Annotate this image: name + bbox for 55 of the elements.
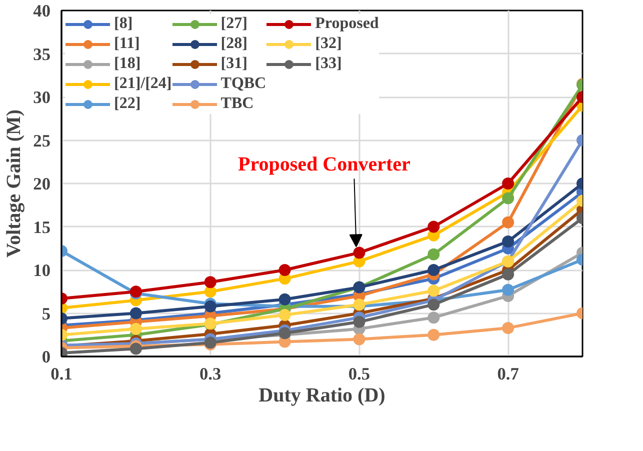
legend-label: [27]: [220, 15, 248, 33]
y-tick-label: 5: [42, 304, 51, 324]
point: [278, 293, 291, 306]
x-tick-label: 0.7: [497, 364, 520, 384]
point: [502, 178, 514, 190]
point: [130, 307, 142, 320]
annotation: Proposed Converter: [238, 154, 411, 176]
point: [353, 316, 366, 328]
point: [278, 264, 291, 276]
legend-label: [32]: [315, 35, 342, 53]
point: [353, 333, 366, 346]
point: [502, 216, 514, 228]
legend-label: [33]: [315, 55, 342, 73]
y-tick-label: 20: [33, 174, 50, 194]
legend-label: Proposed: [315, 15, 379, 33]
y-tick-label: 25: [33, 131, 51, 150]
legend-label: [22]: [114, 95, 141, 113]
y-tick-label: 0: [42, 348, 51, 366]
legend-label: TQBC: [220, 75, 266, 93]
legend-label: TBC: [220, 95, 254, 113]
point: [204, 300, 216, 312]
point: [502, 192, 514, 204]
y-tick-label: 30: [33, 88, 50, 107]
legend-label: [31]: [220, 55, 248, 73]
x-tick-label: 0.1: [50, 364, 72, 384]
x-tick-label: 0.3: [200, 364, 222, 384]
point: [428, 298, 440, 311]
point: [502, 284, 514, 296]
point: [428, 284, 440, 297]
point: [428, 328, 440, 341]
point: [130, 322, 142, 335]
point: [278, 308, 291, 321]
point: [204, 276, 216, 288]
y-axis-title: Voltage Gain (M): [3, 109, 26, 258]
y-tick-label: 35: [33, 44, 51, 64]
x-tick-label: 0.5: [348, 364, 370, 384]
point: [428, 264, 440, 276]
y-tick-label: 15: [33, 218, 51, 237]
point: [204, 286, 216, 298]
point: [353, 246, 366, 259]
point: [502, 235, 514, 248]
legend-label: [18]: [114, 55, 141, 73]
x-axis-title: Duty Ratio (D): [258, 384, 386, 406]
y-tick-label: 10: [33, 261, 50, 280]
legend-label: [8]: [114, 15, 134, 33]
point: [428, 248, 440, 260]
y-tick-label: 40: [33, 2, 50, 20]
point: [428, 312, 440, 324]
point: [502, 268, 514, 280]
legend-label: [21]/[24]: [114, 75, 172, 93]
legend-label: [28]: [220, 35, 248, 53]
point: [502, 322, 514, 334]
point: [428, 220, 440, 233]
legend-label: [11]: [114, 35, 140, 53]
point: [130, 342, 142, 355]
